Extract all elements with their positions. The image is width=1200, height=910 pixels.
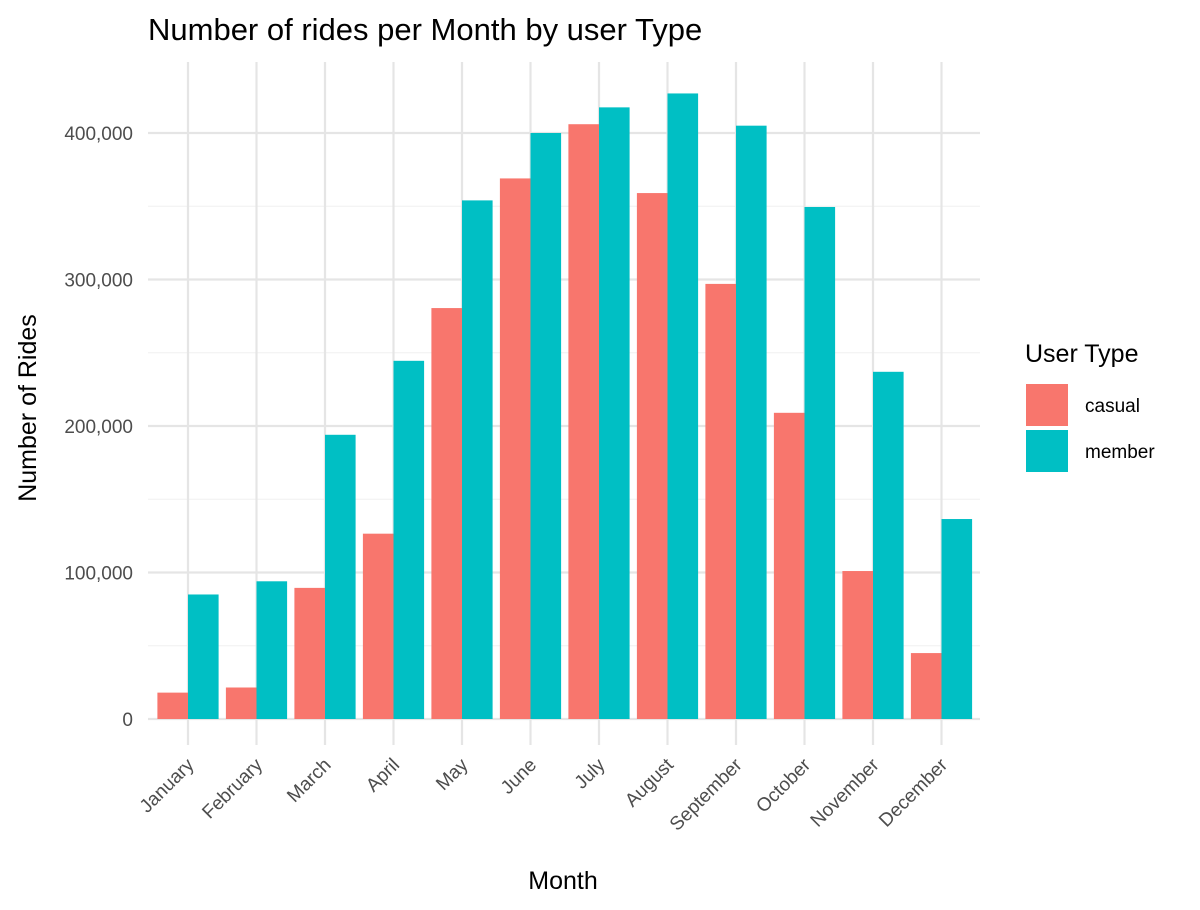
x-tick-label: October [752, 754, 815, 817]
bar-member-june [530, 133, 562, 719]
y-tick-label: 400,000 [64, 124, 133, 145]
bar-member-october [804, 206, 836, 720]
bar-casual-july [568, 124, 599, 719]
bar-casual-december [910, 653, 942, 719]
bar-member-february [256, 581, 288, 719]
bar-member-january [188, 594, 219, 719]
legend-key-casual [1026, 384, 1068, 426]
x-tick-label: December [875, 754, 952, 831]
chart-title: Number of rides per Month by user Type [148, 12, 702, 47]
x-tick-label: August [621, 754, 678, 811]
bar-casual-august [636, 193, 668, 719]
x-tick-label: May [432, 754, 473, 795]
bar-casual-june [499, 178, 531, 720]
x-tick-label: July [571, 754, 610, 793]
legend: User Type casual member [1025, 340, 1155, 472]
bar-member-april [393, 360, 425, 719]
bar-casual-february [225, 687, 257, 719]
legend-label-member: member [1085, 442, 1155, 463]
y-tick-label: 0 [122, 710, 133, 731]
bar-casual-april [362, 533, 394, 719]
y-tick-label: 200,000 [64, 417, 133, 438]
x-tick-label: February [198, 754, 267, 823]
bar-member-march [325, 434, 356, 719]
bar-casual-november [842, 571, 873, 719]
legend-label-casual: casual [1085, 396, 1140, 417]
bar-member-july [599, 107, 630, 720]
bar-member-november [873, 371, 904, 719]
bar-member-august [667, 93, 699, 719]
bar-casual-september [705, 283, 736, 719]
x-tick-label: April [362, 755, 404, 797]
legend-key-member [1026, 430, 1068, 472]
legend-title: User Type [1025, 340, 1138, 368]
x-tick-label: November [807, 754, 884, 831]
bar-casual-march [294, 587, 325, 719]
x-axis-title: Month [528, 867, 597, 895]
bar-member-may [462, 200, 493, 719]
y-tick-label: 100,000 [64, 564, 133, 585]
bars [157, 93, 973, 720]
x-tick-label: June [497, 755, 541, 799]
y-axis: 0 100,000 200,000 300,000 400,000 [64, 124, 133, 731]
x-axis: January February March April May June July Augu… [136, 754, 953, 835]
bar-casual-october [773, 412, 805, 719]
y-axis-title: Number of Rides [14, 314, 42, 502]
bar-member-september [736, 125, 767, 720]
x-tick-label: January [136, 754, 199, 817]
bar-member-december [941, 519, 973, 719]
y-tick-label: 300,000 [64, 271, 133, 292]
x-tick-label: March [283, 755, 335, 807]
bar-casual-may [431, 308, 462, 719]
x-tick-label: September [666, 754, 747, 835]
bar-casual-january [157, 692, 188, 719]
